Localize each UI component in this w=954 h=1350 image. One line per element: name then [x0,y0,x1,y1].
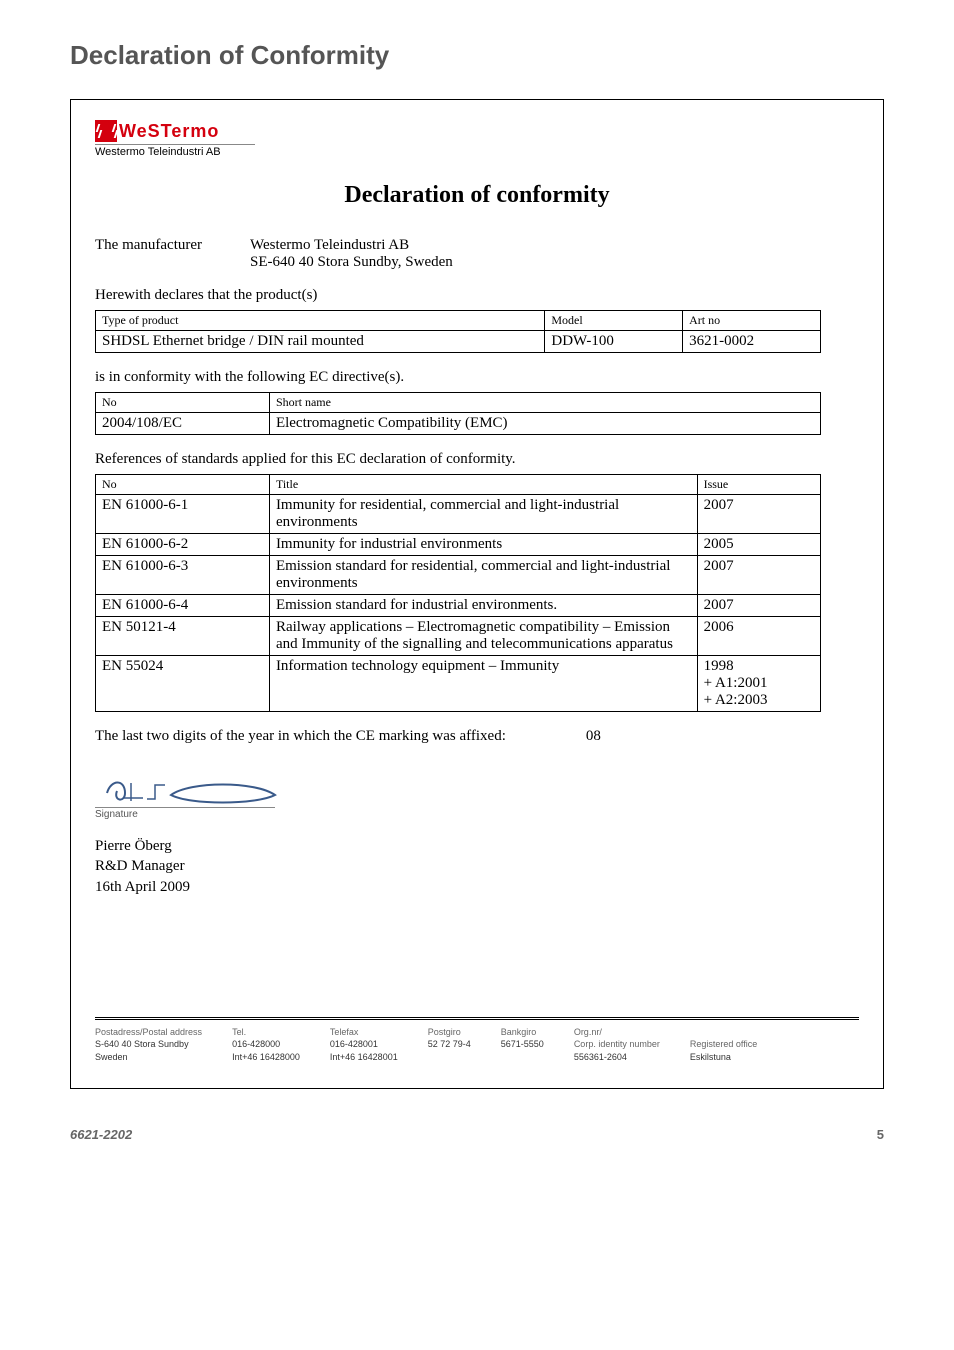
table-cell: 1998 + A1:2001 + A2:2003 [697,656,820,712]
document-box: WeSTermo Westermo Teleindustri AB Declar… [70,99,884,1089]
affixed-row: The last two digits of the year in which… [95,728,859,745]
footer-org-l1: 556361-2604 [574,1051,660,1064]
table-header: Model [545,311,683,331]
table-header: Issue [697,475,820,495]
footer-tel-hdr: Tel. [232,1026,300,1039]
footer-tel-l2: Int+46 16428000 [232,1051,300,1064]
footer-reg-hdr: Registered office [690,1038,757,1051]
footer-addr-hdr: Postadress/Postal address [95,1026,202,1039]
table-header: Title [269,475,697,495]
table-cell: Immunity for industrial environments [269,534,697,556]
table-cell: Information technology equipment – Immun… [269,656,697,712]
table-header: Art no [683,311,821,331]
doc-number: 6621-2202 [70,1127,132,1142]
table-row: EN 55024Information technology equipment… [96,656,821,712]
page-footer: 6621-2202 5 [70,1127,884,1142]
table-cell: 2007 [697,556,820,595]
footer-bg-l1: 5671-5550 [501,1038,544,1051]
footer-fax-l2: Int+46 16428001 [330,1051,398,1064]
product-table: Type of productModelArt noSHDSL Ethernet… [95,310,821,353]
footer-pg-l1: 52 72 79-4 [428,1038,471,1051]
footer-fax-l1: 016-428001 [330,1038,398,1051]
table-row: EN 61000-6-4Emission standard for indust… [96,595,821,617]
table-cell: 2004/108/EC [96,413,270,435]
affixed-text: The last two digits of the year in which… [95,728,506,745]
footer-org-hdr2: Corp. identity number [574,1038,660,1051]
table-row: SHDSL Ethernet bridge / DIN rail mounted… [96,331,821,353]
signature-icon [95,771,285,809]
signature-label: Signature [95,807,275,820]
table-header: Short name [269,393,820,413]
table-cell: EN 61000-6-2 [96,534,270,556]
standards-intro: References of standards applied for this… [95,451,859,468]
table-header: Type of product [96,311,545,331]
table-cell: EN 61000-6-3 [96,556,270,595]
directive-table: NoShort name2004/108/ECElectromagnetic C… [95,392,821,435]
table-row: EN 50121-4Railway applications – Electro… [96,617,821,656]
table-cell: Electromagnetic Compatibility (EMC) [269,413,820,435]
footer-reg-l1: Eskilstuna [690,1051,757,1064]
conformity-intro: is in conformity with the following EC d… [95,369,859,386]
table-cell: 2006 [697,617,820,656]
manufacturer-row: The manufacturer Westermo Teleindustri A… [95,237,859,271]
table-row: EN 61000-6-1Immunity for residential, co… [96,495,821,534]
signer-name: Pierre Öberg [95,836,859,856]
footer: Postadress/Postal address S-640 40 Stora… [95,1017,859,1064]
logo-block: WeSTermo Westermo Teleindustri AB [95,120,859,158]
table-cell: Emission standard for residential, comme… [269,556,697,595]
declares-text: Herewith declares that the product(s) [95,287,859,304]
table-header: No [96,475,270,495]
table-cell: DDW-100 [545,331,683,353]
table-cell: EN 61000-6-4 [96,595,270,617]
logo-brand: WeSTermo [117,121,219,142]
page-number: 5 [877,1127,884,1142]
table-header: No [96,393,270,413]
standards-table: NoTitleIssueEN 61000-6-1Immunity for res… [95,474,821,712]
footer-org-hdr: Org.nr/ [574,1026,660,1039]
footer-tel-l1: 016-428000 [232,1038,300,1051]
table-cell: 3621-0002 [683,331,821,353]
footer-pg-hdr: Postgiro [428,1026,471,1039]
footer-bg-hdr: Bankgiro [501,1026,544,1039]
table-cell: Emission standard for industrial environ… [269,595,697,617]
table-cell: SHDSL Ethernet bridge / DIN rail mounted [96,331,545,353]
table-cell: EN 50121-4 [96,617,270,656]
table-row: EN 61000-6-3Emission standard for reside… [96,556,821,595]
footer-addr-l1: S-640 40 Stora Sundby [95,1038,202,1051]
manufacturer-name: Westermo Teleindustri AB [250,237,453,254]
signer-role: R&D Manager [95,856,859,876]
table-row: 2004/108/ECElectromagnetic Compatibility… [96,413,821,435]
signature-block: Signature Pierre Öberg R&D Manager 16th … [95,771,859,897]
affixed-value: 08 [586,728,601,745]
logo-subtitle: Westermo Teleindustri AB [95,144,255,158]
table-row: EN 61000-6-2Immunity for industrial envi… [96,534,821,556]
signer-date: 16th April 2009 [95,877,859,897]
table-cell: Railway applications – Electromagnetic c… [269,617,697,656]
page-title: Declaration of Conformity [70,40,884,71]
table-cell: EN 55024 [96,656,270,712]
footer-addr-l2: Sweden [95,1051,202,1064]
table-cell: 2007 [697,595,820,617]
manufacturer-address: SE-640 40 Stora Sundby, Sweden [250,254,453,271]
table-cell: 2005 [697,534,820,556]
logo-icon [95,120,117,142]
manufacturer-label: The manufacturer [95,237,202,271]
doc-title: Declaration of conformity [95,182,859,209]
table-cell: 2007 [697,495,820,534]
table-cell: Immunity for residential, commercial and… [269,495,697,534]
footer-fax-hdr: Telefax [330,1026,398,1039]
table-cell: EN 61000-6-1 [96,495,270,534]
